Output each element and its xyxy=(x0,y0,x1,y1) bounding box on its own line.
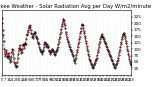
Title: Milwaukee Weather - Solar Radiation Avg per Day W/m2/minute: Milwaukee Weather - Solar Radiation Avg … xyxy=(0,4,151,9)
